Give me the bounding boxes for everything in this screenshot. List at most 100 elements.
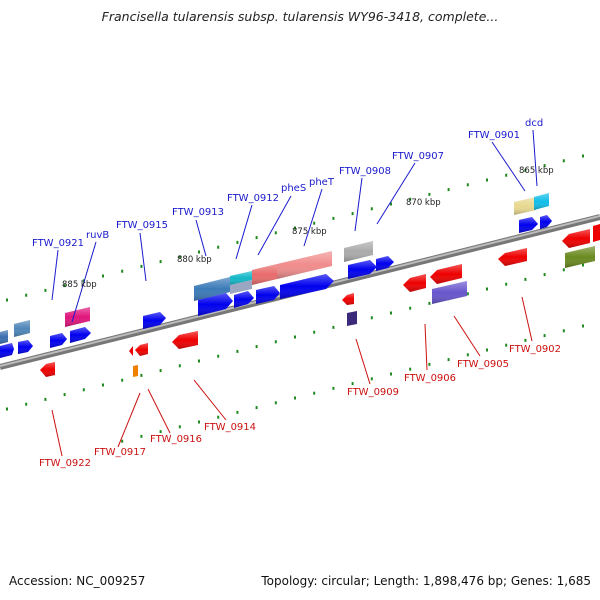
gene-label[interactable]: dcd [525,118,543,129]
gene-arrow[interactable] [376,256,394,271]
tick-mark [486,287,488,291]
feature-block[interactable] [65,307,90,327]
tick-mark [505,173,508,177]
feature-block[interactable] [534,193,549,210]
feature-block[interactable] [252,264,277,285]
gene-label[interactable]: ruvB [86,230,109,241]
tick-mark [351,382,354,386]
tick-mark [562,268,565,272]
gene-label[interactable]: FTW_0921 [32,238,84,249]
tick-mark [428,192,431,196]
tick-mark [236,410,239,414]
tick-mark [370,207,373,211]
gene-arrow[interactable] [348,260,377,279]
tick-mark [543,273,546,277]
tick-mark [121,439,124,443]
feature-block[interactable] [347,311,357,326]
tick-mark [198,420,200,424]
gene-label[interactable]: FTW_0916 [150,434,202,445]
tick-mark [63,393,66,397]
tick-mark [102,274,104,278]
tick-mark [409,306,412,310]
gene-features [0,193,600,377]
gene-arrow[interactable] [40,362,55,377]
tick-mark [198,250,200,254]
gene-arrow[interactable] [562,229,590,248]
tick-mark [505,343,508,347]
feature-block[interactable] [133,365,138,377]
gene-label[interactable]: pheS [281,183,306,194]
gene-label[interactable]: FTW_0908 [339,166,391,177]
gene-label[interactable]: FTW_0905 [457,359,509,370]
tick-mark [102,383,104,387]
gene-label[interactable]: FTW_0915 [116,220,168,231]
gene-label[interactable]: FTW_0913 [172,207,224,218]
forward-gene-labels: FTW_0921 ruvB FTW_0915 FTW_0913 FTW_0912… [32,118,543,249]
feature-block[interactable] [593,224,600,242]
tick-mark [582,263,584,267]
tick-mark [409,367,412,371]
tick-mark [486,178,488,182]
gene-arrow[interactable] [403,274,426,292]
feature-block[interactable] [432,281,467,304]
gene-arrow[interactable] [18,340,33,354]
reverse-gene-labels: FTW_0922 FTW_0917 FTW_0916 FTW_0914 FTW_… [39,344,561,469]
gene-label[interactable]: FTW_0906 [404,373,456,384]
gene-arrow[interactable] [519,217,538,233]
scale-label: 885 kbp [62,280,97,290]
tick-mark [140,434,143,438]
gene-arrow[interactable] [129,346,133,356]
tick-mark [313,391,316,395]
gene-arrow[interactable] [540,215,552,229]
scale-label: 875 kbp [292,227,327,237]
feature-block[interactable] [344,241,373,262]
gene-label[interactable]: FTW_0902 [509,344,561,355]
gene-arrow[interactable] [498,248,527,266]
feature-block[interactable] [277,251,332,279]
gene-arrow[interactable] [135,343,148,356]
gene-label[interactable]: FTW_0909 [347,387,399,398]
gene-label[interactable]: FTW_0914 [204,422,256,433]
gene-label[interactable]: FTW_0922 [39,458,91,469]
tick-mark [236,240,239,244]
tick-mark [217,245,220,249]
gene-arrow[interactable] [198,293,233,316]
gene-arrow[interactable] [342,293,354,305]
scale-label: 870 kbp [406,198,441,208]
gene-label[interactable]: FTW_0912 [227,193,279,204]
tick-mark [447,188,450,192]
tick-mark [159,430,162,434]
tick-mark [198,359,200,363]
feature-block[interactable] [230,280,252,294]
tick-mark [582,324,584,328]
gene-arrow[interactable] [172,331,198,349]
gene-arrow[interactable] [70,327,91,343]
gene-arrow[interactable] [430,264,462,284]
feature-block[interactable] [14,320,30,337]
gene-arrow[interactable] [143,312,166,329]
feature-block[interactable] [514,197,536,215]
feature-block[interactable] [194,277,230,301]
gene-arrow[interactable] [280,274,334,299]
gene-arrow[interactable] [0,343,14,358]
tick-mark [294,226,296,230]
gene-label[interactable]: FTW_0917 [94,447,146,458]
tick-mark [486,348,488,352]
gene-arrow[interactable] [234,291,254,308]
gene-arrow[interactable] [256,286,280,304]
gene-label[interactable]: pheT [309,177,335,188]
tick-mark [121,378,124,382]
accession-text: Accession: NC_009257 [9,574,146,588]
tick-mark [255,406,258,410]
genome-summary-text: Topology: circular; Length: 1,898,476 bp… [261,574,591,588]
tick-mark [159,260,162,264]
tick-mark [274,340,277,344]
tick-mark [582,154,584,158]
gene-label[interactable]: FTW_0901 [468,130,520,141]
feature-block[interactable] [0,330,8,344]
feature-block[interactable] [230,271,252,285]
gene-label[interactable]: FTW_0907 [392,151,444,162]
tick-mark [178,425,181,429]
gene-arrow[interactable] [50,333,67,348]
feature-block[interactable] [565,246,595,268]
